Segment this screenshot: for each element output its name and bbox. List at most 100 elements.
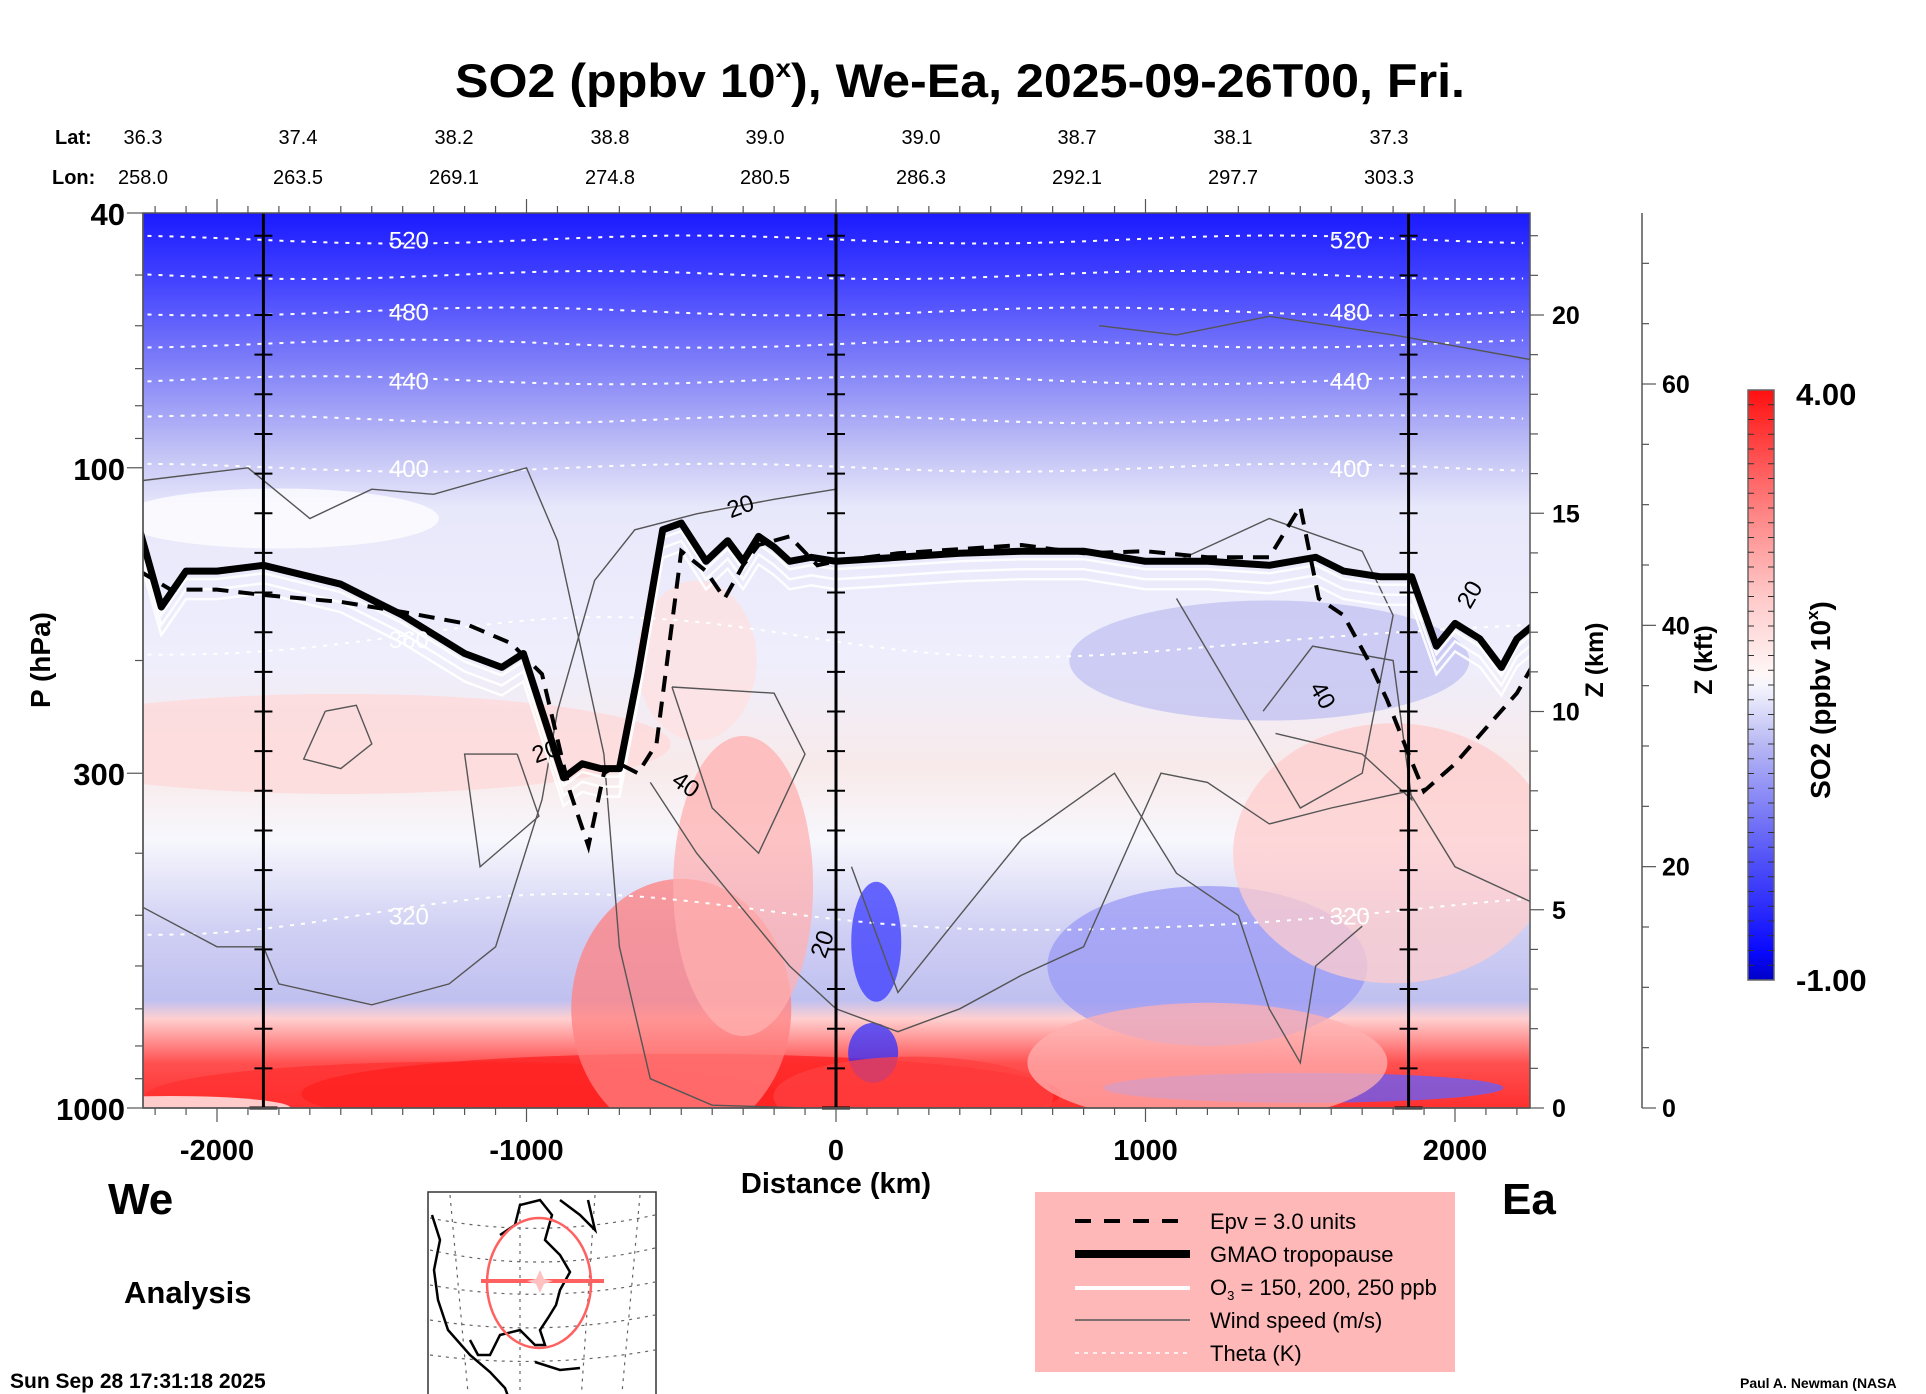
theta-contour-400 [143, 462, 1524, 473]
z-kft-tick-label: 60 [1662, 371, 1690, 399]
y-axis-z-kft: 0 20 40 60 [1641, 213, 1690, 1123]
lat-value: 38.1 [1214, 127, 1253, 149]
y-axis-pressure: 40 100 300 1000 [56, 197, 144, 1127]
wind-speed-contour [143, 466, 806, 1108]
lat-row-label: Lat: [55, 127, 92, 149]
z-km-tick-label: 15 [1552, 500, 1580, 528]
lat-value: 39.0 [902, 127, 941, 149]
y-tick-label: 1000 [56, 1092, 125, 1127]
lon-value: 274.8 [585, 167, 635, 189]
wind-speed-contour [850, 772, 1363, 1065]
colorbar-max-label: 4.00 [1796, 377, 1856, 412]
y-tick-label: 300 [73, 757, 125, 792]
lon-value: 286.3 [896, 167, 946, 189]
theta-label: 440 [389, 368, 429, 395]
east-label: Ea [1502, 1175, 1556, 1224]
x-axis: -2000 -1000 0 1000 2000 [143, 199, 1530, 1167]
theta-contour-360 [143, 615, 1524, 659]
legend-theta-label: Theta (K) [1210, 1341, 1302, 1366]
so2-field-patch [1069, 600, 1470, 721]
map-center-star [527, 1270, 553, 1293]
map-graticule [429, 1194, 656, 1394]
colorbar-title: SO2 (ppbv 10x) [1803, 601, 1836, 799]
legend-o3-label: O3 = 150, 200, 250 ppb [1210, 1275, 1437, 1303]
lon-value: 280.5 [740, 167, 790, 189]
legend-tropopause-label: GMAO tropopause [1210, 1242, 1393, 1267]
z-km-axis-label: Z (km) [1581, 623, 1609, 698]
so2-field-patch [1027, 1002, 1388, 1108]
x-tick-label: -2000 [180, 1135, 254, 1167]
legend: Epv = 3.0 units GMAO tropopause O3 = 150… [1035, 1192, 1455, 1372]
wind-speed-contour [463, 753, 540, 869]
lat-value: 37.4 [279, 127, 318, 149]
lat-value: 37.3 [1370, 127, 1409, 149]
wind-speed-contour [143, 488, 837, 1006]
x-tick-label: -1000 [489, 1135, 563, 1167]
wind-speed-contour [1099, 315, 1530, 361]
so2-field-patch [773, 1056, 1054, 1108]
wind-speed-contour [671, 686, 806, 855]
theta-label: 400 [389, 456, 429, 483]
so2-field-patch [636, 580, 757, 741]
y-axis-z-km: 0 5 10 15 20 [1530, 235, 1580, 1123]
z-km-tick-label: 5 [1552, 897, 1566, 925]
z-km-tick-label: 10 [1552, 699, 1580, 727]
so2-field-patch [1233, 723, 1530, 984]
legend-wind-label: Wind speed (m/s) [1210, 1308, 1382, 1333]
x-tick-label: 1000 [1113, 1135, 1178, 1167]
lon-value: 258.0 [118, 167, 168, 189]
z-km-tick-label: 20 [1552, 302, 1580, 330]
theta-label: 520 [1330, 228, 1370, 255]
y-tick-label: 40 [91, 197, 125, 232]
lat-value: 39.0 [746, 127, 785, 149]
lat-value: 36.3 [124, 127, 163, 149]
z-kft-tick-label: 0 [1662, 1095, 1676, 1123]
theta-contour-500 [143, 269, 1524, 281]
lon-value: 303.3 [1364, 167, 1414, 189]
analysis-label: Analysis [124, 1275, 252, 1310]
credit: Paul A. Newman (NASA [1740, 1375, 1897, 1391]
theta-label: 480 [389, 299, 429, 326]
theta-label: 440 [1330, 368, 1370, 395]
y-tick-label: 100 [73, 452, 125, 487]
x-axis-label: Distance (km) [741, 1168, 931, 1200]
theta-contour-440 [143, 375, 1524, 386]
x-tick-label: 0 [828, 1135, 844, 1167]
theta-contour-520 [143, 234, 1524, 245]
title-superscript: x [776, 53, 792, 83]
epv-3pvu-line [143, 501, 1530, 854]
gmao-tropopause-line [143, 519, 1530, 782]
chart-title: SO2 (ppbv 10 x), We-Ea, 2025-09-26T00, Fr… [455, 53, 1465, 107]
lon-value: 297.7 [1208, 167, 1258, 189]
lon-value: 269.1 [429, 167, 479, 189]
z-kft-axis-label: Z (kft) [1690, 625, 1718, 694]
wind-speed-contour [1262, 645, 1413, 802]
lon-value: 292.1 [1052, 167, 1102, 189]
o3-contour [143, 539, 1530, 798]
colorbar: 4.00 -1.00 SO2 (ppbv 10x) [1747, 377, 1867, 998]
lon-row-label: Lon: [52, 167, 95, 189]
so2-field-patch [851, 881, 902, 1002]
theta-label: 320 [389, 903, 429, 930]
legend-epv-label: Epv = 3.0 units [1210, 1209, 1356, 1234]
lat-lon-labels: Lat: Lon: 36.3 37.4 38.2 38.8 39.0 39.0 38.7 38.1… [52, 127, 1414, 189]
y-axis-label: P (hPa) [25, 612, 56, 708]
lat-value: 38.7 [1058, 127, 1097, 149]
theta-label: 360 [389, 627, 429, 654]
lon-value: 263.5 [273, 167, 323, 189]
so2-field-patch [143, 488, 439, 549]
theta-label: 400 [1330, 456, 1370, 483]
wind-speed-contour [302, 704, 373, 770]
timestamp: Sun Sep 28 17:31:18 2025 [10, 1370, 266, 1393]
z-kft-tick-label: 40 [1662, 612, 1690, 640]
theta-contour-420 [143, 414, 1524, 425]
o3-contour [143, 549, 1530, 808]
lat-value: 38.2 [435, 127, 474, 149]
x-tick-label: 2000 [1423, 1135, 1488, 1167]
z-km-tick-label: 0 [1552, 1095, 1566, 1123]
so2-field-patch [143, 1096, 291, 1108]
theta-label: 520 [389, 228, 429, 255]
inset-map [427, 1191, 657, 1394]
west-label: We [108, 1175, 173, 1224]
theta-label: 480 [1330, 299, 1370, 326]
